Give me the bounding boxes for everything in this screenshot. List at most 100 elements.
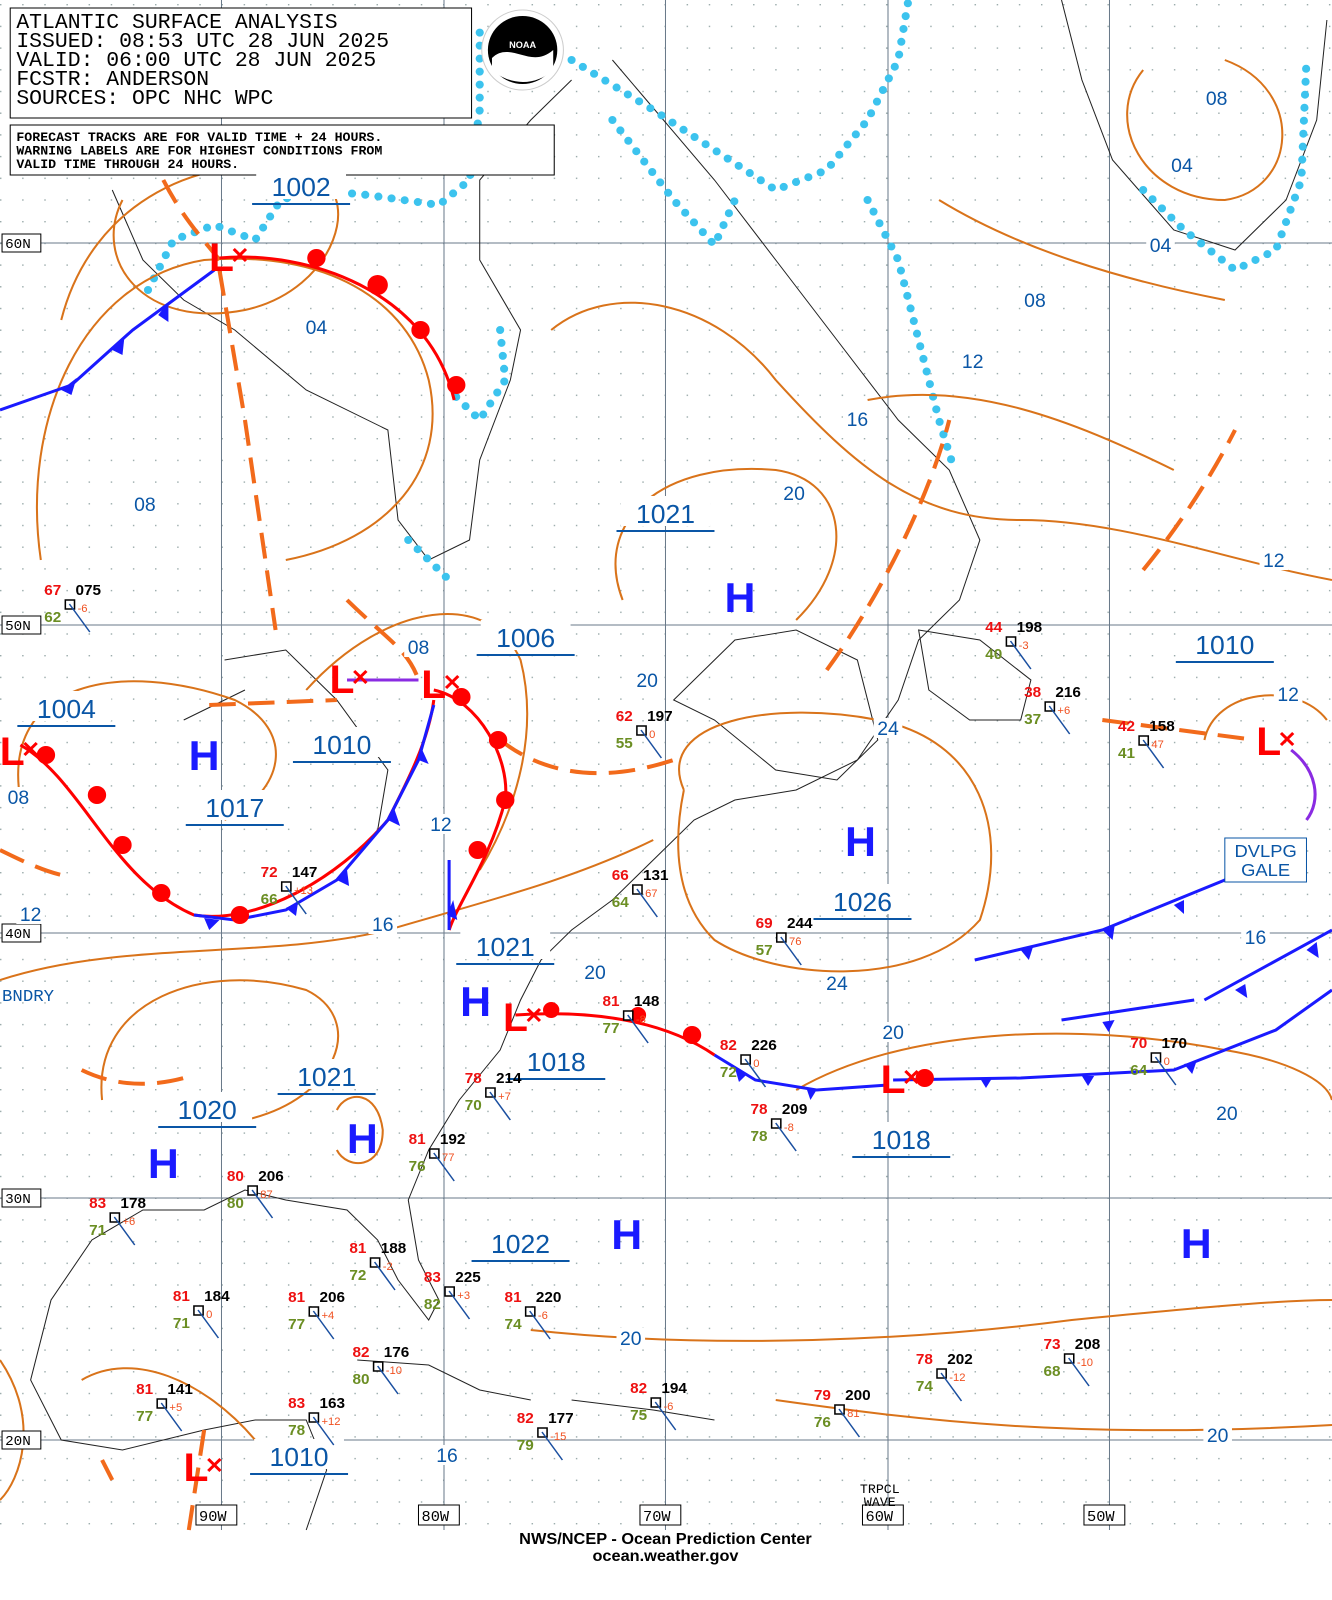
station-dewpoint: 74	[916, 1378, 934, 1395]
isobar-label-bg	[4, 787, 33, 807]
station-temp: 44	[985, 619, 1003, 636]
station-pressure: 197	[647, 708, 673, 725]
station-tendency: 0	[1164, 1056, 1170, 1068]
station-tendency: 0	[649, 729, 655, 741]
wind-barb	[285, 885, 307, 915]
isobar-label-bg	[1167, 155, 1197, 175]
wind-barb	[1009, 640, 1032, 670]
wind-barb	[197, 1309, 220, 1339]
station-pressure: 216	[1055, 684, 1081, 701]
pressure-box	[254, 1439, 344, 1469]
isobar-label-bg	[1202, 88, 1231, 108]
low-center: L	[184, 1444, 209, 1490]
low-x-mark	[353, 669, 368, 685]
low-x-mark	[207, 1457, 222, 1473]
station-dewpoint: 68	[1043, 1363, 1060, 1380]
isobar-label-bg	[958, 351, 988, 371]
central-pressure: 1018	[872, 1125, 931, 1155]
isobar-label-bg	[432, 1445, 462, 1465]
station-temp: 62	[616, 708, 633, 725]
station-dewpoint: 75	[630, 1407, 647, 1424]
station-temp: 69	[756, 915, 773, 932]
low-center: L	[1256, 718, 1281, 764]
station-pressure: 075	[76, 582, 102, 599]
isobar-label: 12	[430, 815, 452, 836]
station-temp: 70	[1130, 1035, 1147, 1052]
isobar-label: 04	[1150, 236, 1172, 257]
lat-label-box	[1, 1188, 42, 1208]
isobar-label: 04	[306, 318, 328, 339]
station-dewpoint: 57	[756, 942, 773, 959]
station-pressure: 209	[782, 1101, 808, 1118]
pressure-box	[460, 929, 551, 959]
pressure-box	[21, 691, 112, 721]
wind-barb	[529, 1310, 551, 1340]
tropical-wave-label: TRPCL	[860, 1482, 900, 1497]
station-tendency: -6	[663, 1401, 673, 1413]
wind-barb	[489, 1091, 511, 1121]
lat-label-box	[1, 615, 42, 635]
header-box	[9, 7, 473, 119]
isobar-label-bg	[404, 637, 433, 657]
lon-label-box	[195, 1504, 238, 1526]
header-line: ISSUED: 08:53 UTC 28 JUN 2025	[16, 30, 389, 54]
station-tendency: +6	[122, 1216, 135, 1228]
station-tendency: -6	[538, 1310, 548, 1322]
isobar-label: 16	[436, 1446, 458, 1467]
station-tendency: +6	[1057, 705, 1070, 717]
wind-barb	[312, 1416, 335, 1446]
station-dewpoint: 41	[1118, 745, 1135, 762]
high-center: H	[845, 818, 876, 865]
station-dewpoint: 62	[44, 609, 61, 626]
station-dewpoint: 66	[261, 891, 278, 908]
wind-barb	[780, 936, 802, 966]
isobar-label-bg	[1241, 927, 1270, 947]
station-dewpoint: 76	[409, 1158, 426, 1175]
station-dewpoint: 79	[517, 1437, 534, 1454]
station-pressure: 177	[548, 1410, 574, 1427]
footer-url: ocean.weather.gov	[592, 1547, 738, 1565]
station-temp: 82	[352, 1344, 369, 1361]
station-pressure: 176	[384, 1344, 410, 1361]
troughs	[0, 179, 1256, 1531]
station-dewpoint: 70	[465, 1097, 482, 1114]
station-tendency: 0	[753, 1058, 759, 1070]
station-pressure: 192	[440, 1131, 466, 1148]
low-center: L	[503, 994, 528, 1040]
station-pressure: 194	[661, 1380, 687, 1397]
station-temp: 79	[814, 1387, 831, 1404]
station-dewpoint: 71	[89, 1222, 106, 1239]
isobar-label: 16	[372, 915, 394, 936]
station-pressure: 200	[845, 1387, 871, 1404]
lat-label: 20N	[5, 1434, 31, 1450]
station-dewpoint: 80	[227, 1195, 244, 1212]
header-line: VALID: 06:00 UTC 28 JUN 2025	[16, 49, 376, 73]
low-center: L	[0, 728, 25, 774]
isobar-label: 20	[783, 484, 805, 505]
isobar-label: 12	[1263, 551, 1285, 572]
station-tendency: +5	[169, 1402, 182, 1414]
wind-barb	[541, 1431, 564, 1461]
gale-label: DVLPG	[1235, 841, 1297, 861]
wind-barb	[68, 603, 91, 633]
pressure-box	[817, 884, 908, 914]
pressure-box	[189, 790, 280, 820]
central-pressure: 1018	[527, 1047, 586, 1077]
isobar-label: 20	[584, 963, 606, 984]
lat-label: 50N	[5, 619, 31, 635]
station-temp: 82	[517, 1410, 534, 1427]
footer-agency: NWS/NCEP - Ocean Prediction Center	[519, 1530, 812, 1548]
station-temp: 72	[261, 864, 278, 881]
station-dewpoint: 77	[136, 1408, 153, 1425]
station-pressure: 206	[258, 1168, 284, 1185]
pressure-box	[162, 1092, 253, 1122]
station-temp: 81	[603, 993, 620, 1010]
isobar-label-bg	[580, 962, 610, 982]
pressure-box	[475, 1226, 566, 1256]
station-pressure: 220	[536, 1289, 562, 1306]
station-temp: 42	[1118, 718, 1135, 735]
station-temp: 81	[505, 1289, 522, 1306]
lon-label: 70W	[643, 1508, 671, 1526]
station-dewpoint: 64	[612, 894, 630, 911]
